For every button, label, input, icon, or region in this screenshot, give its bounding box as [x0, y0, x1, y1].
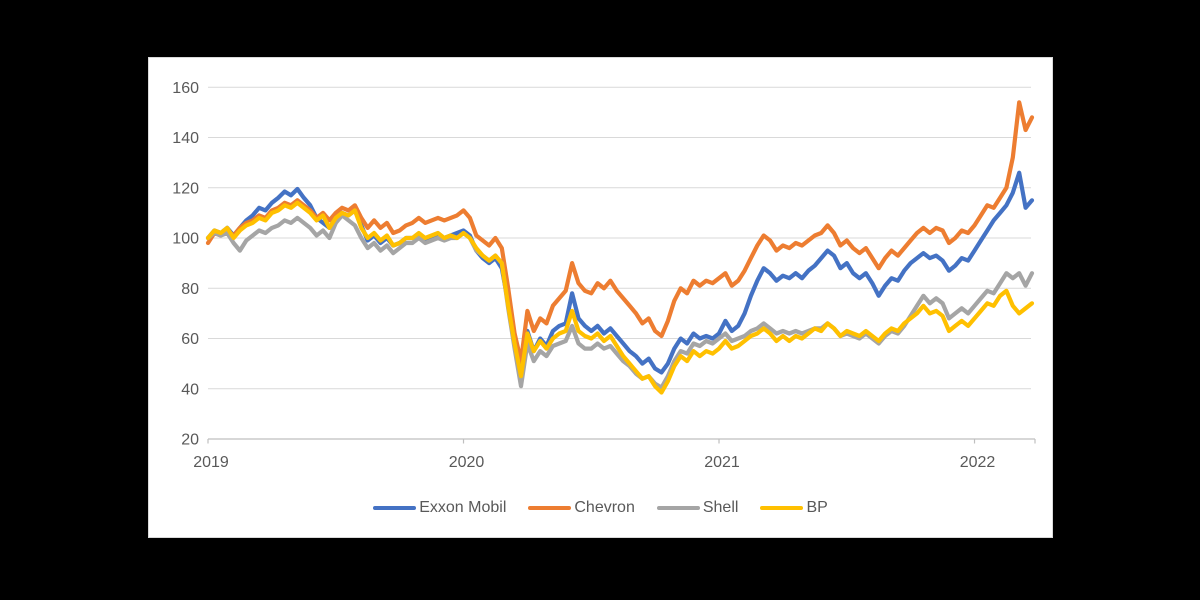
legend-label-shell: Shell	[702, 499, 739, 516]
x-axis-label: 2019	[193, 454, 229, 471]
series-line-chevron	[205, 100, 1035, 364]
legend: Exxon Mobil Chevron Shell BP	[149, 498, 1052, 518]
y-axis-label: 140	[172, 130, 199, 147]
y-axis-label: 20	[181, 432, 199, 449]
x-axis-label: 2022	[960, 454, 996, 471]
legend-item-chevron[interactable]: Chevron	[528, 498, 635, 518]
y-axis-label: 120	[172, 180, 199, 197]
y-axis-label: 160	[172, 80, 199, 97]
y-axis-label: 80	[181, 281, 199, 298]
legend-item-bp[interactable]: BP	[760, 498, 828, 518]
series-line-shell	[205, 213, 1035, 390]
legend-swatch-bp	[760, 505, 804, 511]
x-axis-label: 2020	[449, 454, 485, 471]
chart-panel[interactable]: 20 40 60 80 100 120 140 160 2019 2020 2021 2022 Exx…	[148, 57, 1053, 538]
legend-item-shell[interactable]: Shell	[656, 498, 739, 518]
legend-swatch-exxon-mobil	[373, 505, 417, 511]
y-axis-label: 40	[181, 381, 199, 398]
legend-swatch-shell	[656, 505, 700, 511]
legend-item-exxon-mobil[interactable]: Exxon Mobil	[373, 498, 506, 518]
legend-swatch-chevron	[528, 505, 572, 511]
y-axis-label: 100	[172, 231, 199, 248]
legend-label-chevron: Chevron	[574, 499, 635, 516]
series-line-bp	[205, 200, 1035, 395]
legend-label-bp: BP	[806, 499, 828, 516]
legend-label-exxon-mobil: Exxon Mobil	[419, 499, 507, 516]
series-line-exxon-mobil	[205, 170, 1035, 376]
x-axis-label: 2021	[704, 454, 740, 471]
y-axis-label: 60	[181, 331, 199, 348]
line-chart: 20 40 60 80 100 120 140 160 2019 2020 2021 2022	[172, 80, 1036, 471]
